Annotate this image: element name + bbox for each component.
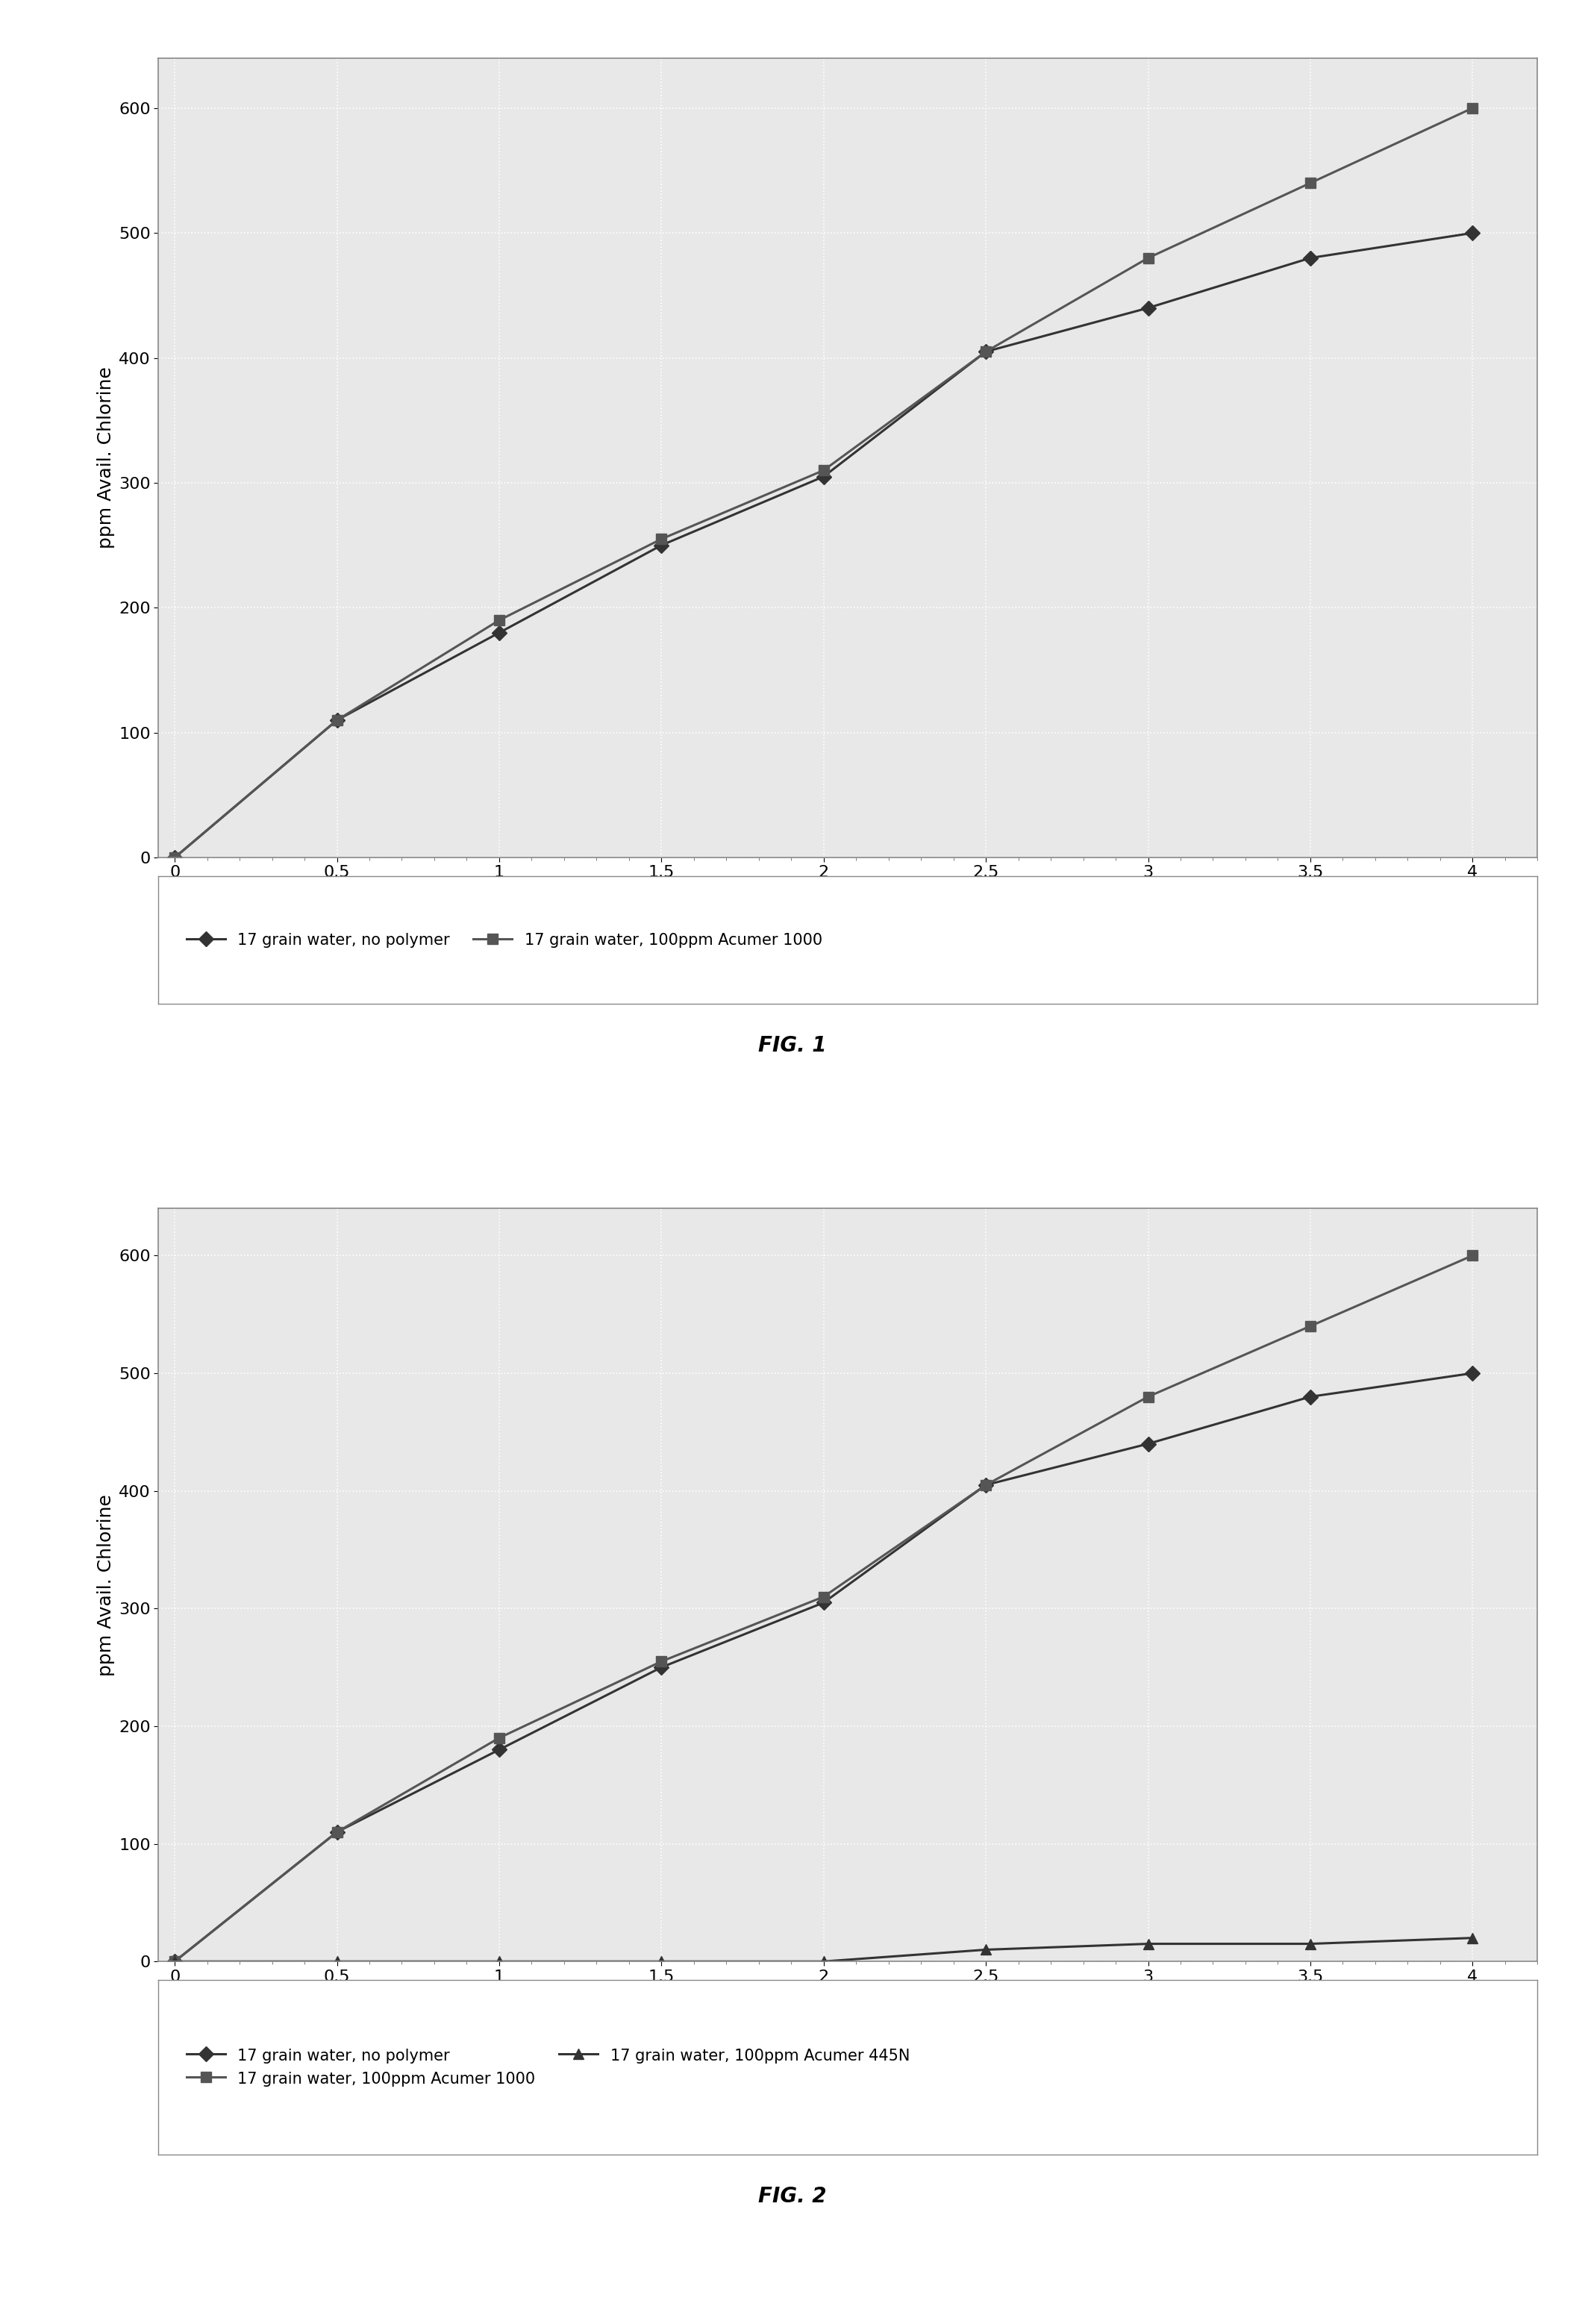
17 grain water, 100ppm Acumer 1000: [165, 844, 184, 872]
17 grain water, no polymer: [328, 1817, 347, 1845]
17 grain water, 100ppm Acumer 1000: [1138, 1383, 1157, 1411]
17 grain water, no polymer: [976, 1471, 995, 1499]
17 grain water, 100ppm Acumer 1000: [1463, 95, 1482, 123]
17 grain water, 100ppm Acumer 1000: [976, 1471, 995, 1499]
Line: 17 grain water, 100ppm Acumer 445N: 17 grain water, 100ppm Acumer 445N: [170, 1934, 1477, 1966]
17 grain water, no polymer: [1463, 1360, 1482, 1387]
17 grain water, no polymer: [651, 532, 670, 560]
Y-axis label: ppm Avail. Chlorine: ppm Avail. Chlorine: [97, 1494, 114, 1676]
17 grain water, no polymer: [1138, 1429, 1157, 1457]
17 grain water, 100ppm Acumer 445N: [165, 1948, 184, 1975]
17 grain water, 100ppm Acumer 445N: [651, 1948, 670, 1975]
17 grain water, no polymer: [976, 337, 995, 365]
17 grain water, 100ppm Acumer 1000: [328, 706, 347, 734]
Line: 17 grain water, 100ppm Acumer 1000: 17 grain water, 100ppm Acumer 1000: [170, 102, 1477, 862]
Legend: 17 grain water, no polymer, 17 grain water, 100ppm Acumer 1000, 17 grain water, : 17 grain water, no polymer, 17 grain wat…: [181, 2043, 916, 2092]
Text: FIG. 2: FIG. 2: [758, 2187, 827, 2205]
17 grain water, 100ppm Acumer 1000: [490, 607, 509, 634]
17 grain water, 100ppm Acumer 1000: [1463, 1241, 1482, 1269]
17 grain water, no polymer: [490, 1736, 509, 1764]
17 grain water, no polymer: [1301, 1383, 1320, 1411]
17 grain water, 100ppm Acumer 445N: [490, 1948, 509, 1975]
17 grain water, no polymer: [815, 462, 834, 490]
Line: 17 grain water, no polymer: 17 grain water, no polymer: [170, 1369, 1477, 1966]
17 grain water, 100ppm Acumer 445N: [1463, 1924, 1482, 1952]
17 grain water, 100ppm Acumer 1000: [976, 337, 995, 365]
17 grain water, 100ppm Acumer 445N: [815, 1948, 834, 1975]
17 grain water, no polymer: [815, 1590, 834, 1618]
Y-axis label: ppm Avail. Chlorine: ppm Avail. Chlorine: [97, 367, 114, 548]
17 grain water, 100ppm Acumer 445N: [976, 1936, 995, 1964]
17 grain water, 100ppm Acumer 1000: [815, 1583, 834, 1611]
17 grain water, no polymer: [490, 618, 509, 646]
17 grain water, 100ppm Acumer 445N: [1138, 1929, 1157, 1957]
X-axis label: Hours: Hours: [816, 885, 880, 902]
Line: 17 grain water, 100ppm Acumer 1000: 17 grain water, 100ppm Acumer 1000: [170, 1250, 1477, 1966]
17 grain water, no polymer: [1138, 293, 1157, 321]
17 grain water, no polymer: [165, 844, 184, 872]
17 grain water, no polymer: [165, 1948, 184, 1975]
17 grain water, 100ppm Acumer 1000: [490, 1724, 509, 1752]
17 grain water, no polymer: [1463, 218, 1482, 246]
17 grain water, no polymer: [328, 706, 347, 734]
Text: FIG. 1: FIG. 1: [758, 1037, 827, 1055]
17 grain water, 100ppm Acumer 1000: [651, 525, 670, 553]
17 grain water, 100ppm Acumer 1000: [815, 456, 834, 483]
17 grain water, no polymer: [1301, 244, 1320, 272]
Line: 17 grain water, no polymer: 17 grain water, no polymer: [170, 228, 1477, 862]
17 grain water, 100ppm Acumer 1000: [328, 1817, 347, 1845]
17 grain water, 100ppm Acumer 1000: [165, 1948, 184, 1975]
17 grain water, 100ppm Acumer 1000: [1301, 1313, 1320, 1341]
17 grain water, 100ppm Acumer 1000: [651, 1648, 670, 1676]
17 grain water, no polymer: [651, 1652, 670, 1680]
X-axis label: Hours: Hours: [816, 1989, 880, 2006]
Legend: 17 grain water, no polymer, 17 grain water, 100ppm Acumer 1000: 17 grain water, no polymer, 17 grain wat…: [181, 927, 829, 953]
17 grain water, 100ppm Acumer 445N: [1301, 1929, 1320, 1957]
17 grain water, 100ppm Acumer 1000: [1138, 244, 1157, 272]
17 grain water, 100ppm Acumer 445N: [328, 1948, 347, 1975]
17 grain water, 100ppm Acumer 1000: [1301, 170, 1320, 198]
